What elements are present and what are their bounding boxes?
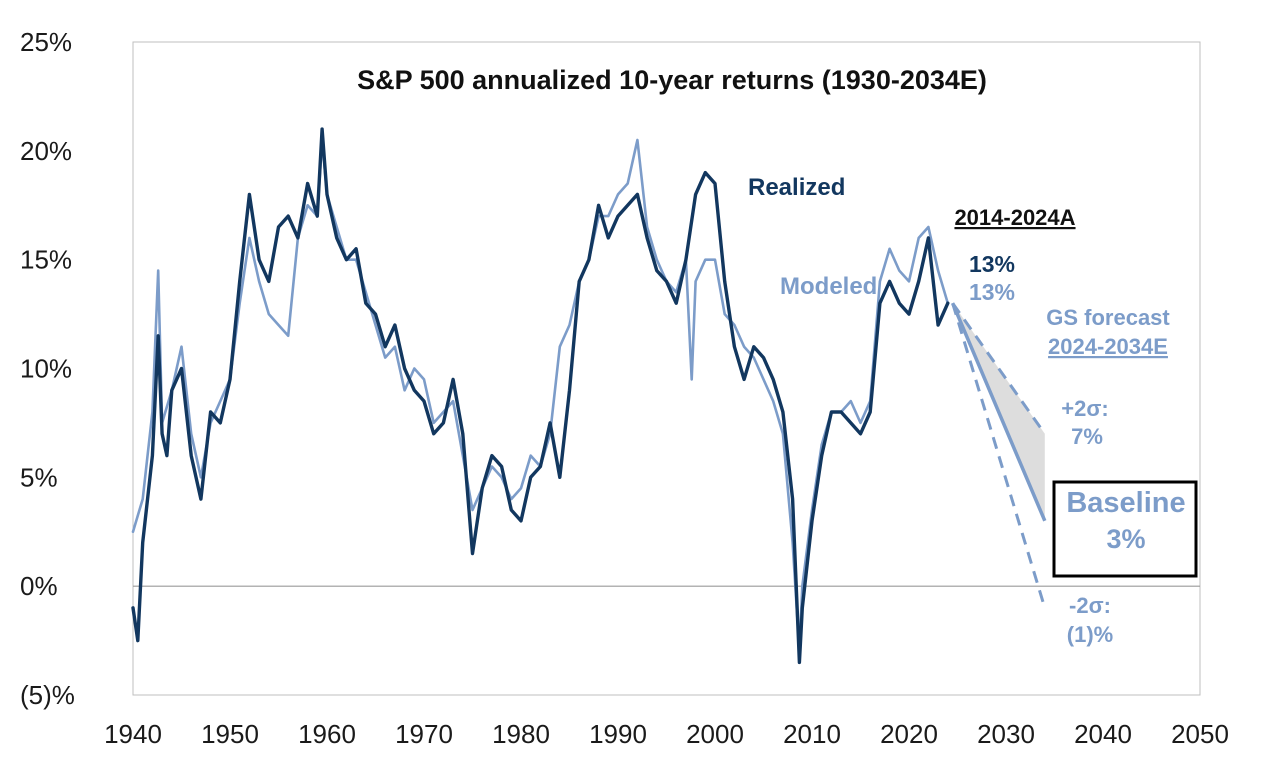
x-tick-label: 2030 <box>977 719 1035 749</box>
x-tick-label: 2000 <box>686 719 744 749</box>
lower-sigma-value: (1)% <box>1067 622 1113 647</box>
upper-sigma-label: +2σ: <box>1061 396 1108 421</box>
x-tick-label: 1990 <box>589 719 647 749</box>
x-tick-label: 2040 <box>1074 719 1132 749</box>
upper-sigma-value: 7% <box>1071 424 1103 449</box>
y-tick-label: 15% <box>20 245 72 275</box>
baseline-value: 3% <box>1106 524 1145 554</box>
x-axis: 1940 1950 1960 1970 1980 1990 2000 2010 2020 2030… <box>104 719 1229 749</box>
y-tick-label: (5)% <box>20 680 75 710</box>
x-tick-label: 2010 <box>783 719 841 749</box>
baseline-box <box>1052 480 1198 578</box>
x-tick-label: 1980 <box>492 719 550 749</box>
realized-value-label: 13% <box>969 251 1015 277</box>
forecast-label: GS forecast <box>1046 305 1170 330</box>
forecast-period-label: 2024-2034E <box>1048 334 1168 359</box>
x-tick-label: 1960 <box>298 719 356 749</box>
chart-title: S&P 500 annualized 10-year returns (1930… <box>357 65 987 95</box>
baseline-label: Baseline <box>1066 487 1185 519</box>
x-tick-label: 2050 <box>1171 719 1229 749</box>
x-tick-label: 1970 <box>395 719 453 749</box>
y-tick-label: 10% <box>20 354 72 384</box>
y-tick-label: 20% <box>20 136 72 166</box>
x-tick-label: 1950 <box>201 719 259 749</box>
modeled-value-label: 13% <box>969 279 1015 305</box>
period-actual-label: 2014-2024A <box>954 205 1075 230</box>
forecast-upper-line <box>951 302 1047 435</box>
forecast-layer <box>951 302 1047 609</box>
x-tick-label: 1940 <box>104 719 162 749</box>
y-axis: 25% 20% 15% 10% 5% 0% (5)% <box>20 27 75 710</box>
series-layer <box>131 127 950 665</box>
series-line-realized <box>131 127 950 665</box>
modeled-label: Modeled <box>780 273 877 300</box>
realized-label: Realized <box>748 174 845 201</box>
x-tick-label: 2020 <box>880 719 938 749</box>
forecast-baseline-line <box>951 302 1047 522</box>
y-tick-label: 25% <box>20 27 72 57</box>
y-tick-label: 5% <box>20 462 58 492</box>
forecast-lower-line <box>951 302 1047 609</box>
lower-sigma-label: -2σ: <box>1069 593 1111 618</box>
y-tick-label: 0% <box>20 571 58 601</box>
